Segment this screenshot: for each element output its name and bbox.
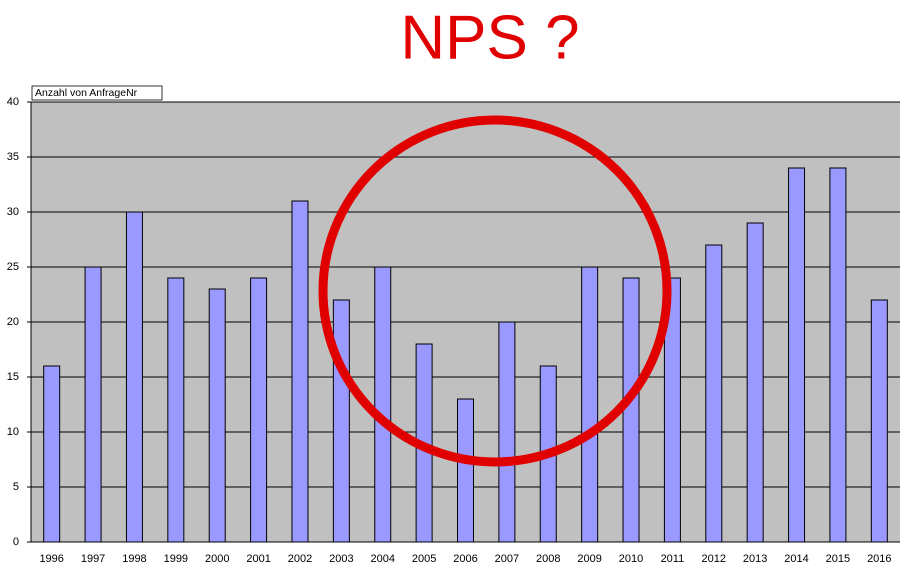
- bar: [125, 211, 143, 543]
- bar: [581, 266, 599, 543]
- x-tick-label: 2001: [246, 553, 270, 565]
- x-tick-label: 2003: [329, 553, 353, 565]
- x-tick-label: 1998: [122, 553, 146, 565]
- y-tick-label: 35: [7, 151, 19, 163]
- x-tick-label: 2002: [288, 553, 312, 565]
- y-tick-label: 10: [7, 426, 19, 438]
- x-tick-label: 2013: [743, 553, 767, 565]
- bar: [250, 277, 268, 543]
- bar: [332, 299, 350, 543]
- y-tick-label: 20: [7, 316, 19, 328]
- y-tick-label: 30: [7, 206, 19, 218]
- x-tick-label: 2009: [577, 553, 601, 565]
- y-tick-label: 40: [7, 96, 19, 108]
- y-tick-label: 5: [13, 481, 19, 493]
- bar: [705, 244, 723, 543]
- bar: [498, 321, 516, 543]
- highlight-circle: [318, 115, 672, 467]
- bar: [870, 299, 888, 543]
- x-tick-label: 1997: [81, 553, 105, 565]
- y-tick-label: 25: [7, 261, 19, 273]
- field-label: Anzahl von AnfrageNr: [35, 87, 138, 99]
- bar: [457, 398, 474, 543]
- x-tick-label: 2006: [453, 553, 477, 565]
- chart-title: NPS ?: [400, 3, 579, 72]
- bar: [208, 288, 226, 543]
- y-tick-label: 15: [7, 371, 19, 383]
- bar: [374, 266, 392, 543]
- x-tick-label: 2016: [867, 553, 891, 565]
- x-tick-label: 2004: [370, 553, 394, 565]
- x-tick-label: 2005: [412, 553, 436, 565]
- x-tick-label: 2015: [826, 553, 850, 565]
- x-tick-label: 2012: [702, 553, 726, 565]
- field-button: [31, 85, 163, 101]
- x-tick-label: 2014: [784, 553, 808, 565]
- x-tick-label: 2011: [661, 553, 685, 565]
- x-tick-label: 2008: [536, 553, 560, 565]
- bar: [84, 266, 102, 543]
- x-tick-label: 1996: [39, 553, 63, 565]
- x-tick-label: 1999: [164, 553, 188, 565]
- bar: [746, 222, 764, 543]
- bar: [167, 277, 185, 543]
- bar: [43, 365, 61, 543]
- y-tick-label: 0: [13, 536, 19, 548]
- bar: [291, 200, 309, 543]
- bar: [622, 277, 640, 543]
- x-tick-label: 2010: [619, 553, 643, 565]
- bar: [788, 167, 806, 543]
- x-tick-label: 2000: [205, 553, 229, 565]
- bar: [829, 167, 847, 543]
- x-tick-label: 2007: [495, 553, 519, 565]
